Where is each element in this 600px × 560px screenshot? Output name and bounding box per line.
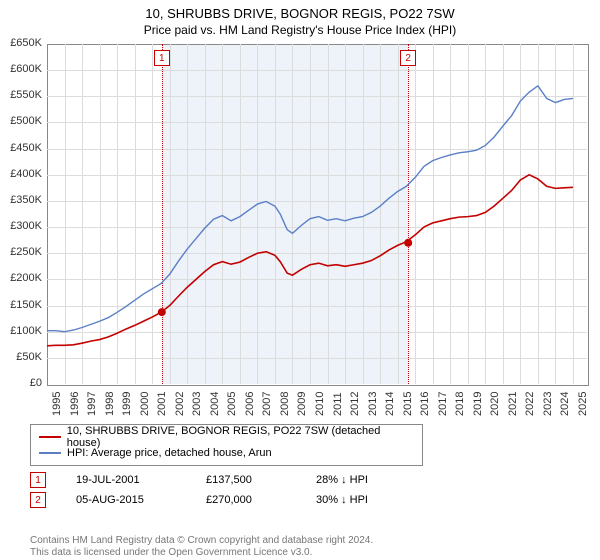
x-tick-label: 1999 — [121, 392, 133, 416]
footnote-2: This data is licensed under the Open Gov… — [30, 547, 312, 558]
x-tick-label: 2000 — [139, 392, 151, 416]
x-tick-label: 2010 — [314, 392, 326, 416]
x-tick-label: 2017 — [437, 392, 449, 416]
x-tick-label: 2012 — [349, 392, 361, 416]
x-tick-label: 2007 — [261, 392, 273, 416]
sale-row: 119-JUL-2001£137,50028% ↓ HPI — [30, 470, 368, 490]
x-tick-label: 2024 — [559, 392, 571, 416]
x-tick-label: 1998 — [104, 392, 116, 416]
x-tick-label: 2006 — [244, 392, 256, 416]
x-tick-label: 2016 — [419, 392, 431, 416]
x-tick-label: 2018 — [454, 392, 466, 416]
x-tick-label: 2005 — [226, 392, 238, 416]
x-tick-label: 2013 — [367, 392, 379, 416]
x-tick-label: 2025 — [577, 392, 589, 416]
x-tick-label: 2023 — [542, 392, 554, 416]
footnote-1: Contains HM Land Registry data © Crown c… — [30, 535, 373, 546]
x-tick-label: 2019 — [472, 392, 484, 416]
x-tick-label: 2002 — [174, 392, 186, 416]
x-tick-label: 1995 — [51, 392, 63, 416]
sale-marker — [404, 239, 412, 247]
x-tick-label: 2003 — [191, 392, 203, 416]
sales-table: 119-JUL-2001£137,50028% ↓ HPI205-AUG-201… — [30, 470, 368, 510]
x-tick-label: 2001 — [156, 392, 168, 416]
x-tick-label: 1996 — [69, 392, 81, 416]
sale-row: 205-AUG-2015£270,00030% ↓ HPI — [30, 490, 368, 510]
series-property — [47, 175, 573, 346]
x-tick-label: 2015 — [402, 392, 414, 416]
legend: 10, SHRUBBS DRIVE, BOGNOR REGIS, PO22 7S… — [30, 424, 423, 466]
sale-marker — [158, 308, 166, 316]
x-tick-label: 2009 — [296, 392, 308, 416]
x-tick-label: 2014 — [384, 392, 396, 416]
series-hpi — [47, 86, 573, 332]
x-tick-label: 2020 — [489, 392, 501, 416]
x-tick-label: 1997 — [86, 392, 98, 416]
x-tick-label: 2011 — [332, 392, 344, 416]
x-tick-label: 2022 — [524, 392, 536, 416]
legend-item: 10, SHRUBBS DRIVE, BOGNOR REGIS, PO22 7S… — [39, 429, 414, 445]
x-tick-label: 2021 — [507, 392, 519, 416]
x-tick-label: 2008 — [279, 392, 291, 416]
x-tick-label: 2004 — [209, 392, 221, 416]
